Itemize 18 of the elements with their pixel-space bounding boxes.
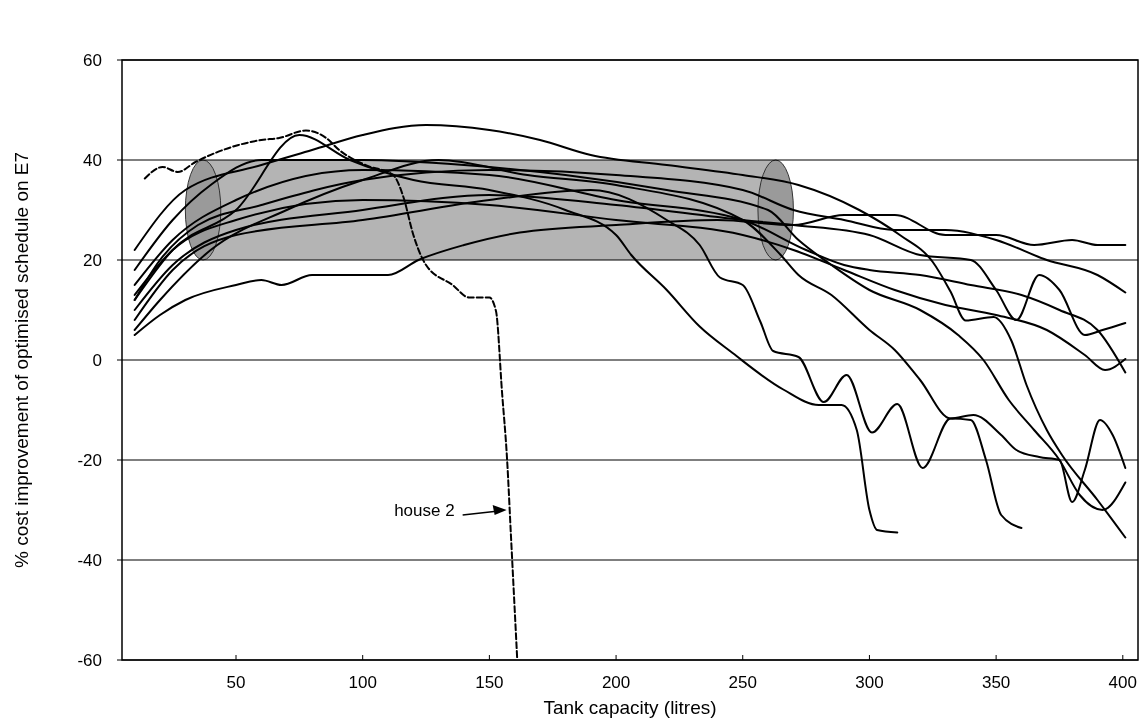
x-tick-label: 50: [226, 673, 246, 692]
x-tick-label: 400: [1108, 673, 1137, 692]
x-tick-label: 100: [348, 673, 377, 692]
y-tick-label: 20: [83, 251, 102, 270]
annotation: house 2: [394, 501, 455, 520]
y-tick-label: 40: [83, 151, 102, 170]
x-axis-title: Tank capacity (litres): [543, 697, 717, 718]
y-tick-label: -60: [77, 651, 102, 670]
x-tick-label: 300: [855, 673, 884, 692]
y-tick-label: 60: [83, 51, 102, 70]
x-tick-label: 150: [475, 673, 504, 692]
x-tick-label: 250: [728, 673, 757, 692]
y-tick-label: 0: [92, 351, 102, 370]
y-tick-label: -20: [77, 451, 102, 470]
y-axis-title: % cost improvement of optimised schedule on E7: [11, 151, 32, 569]
x-tick-label: 350: [981, 673, 1011, 692]
x-tick-label: 200: [601, 673, 631, 692]
y-tick-label: -40: [77, 551, 102, 570]
